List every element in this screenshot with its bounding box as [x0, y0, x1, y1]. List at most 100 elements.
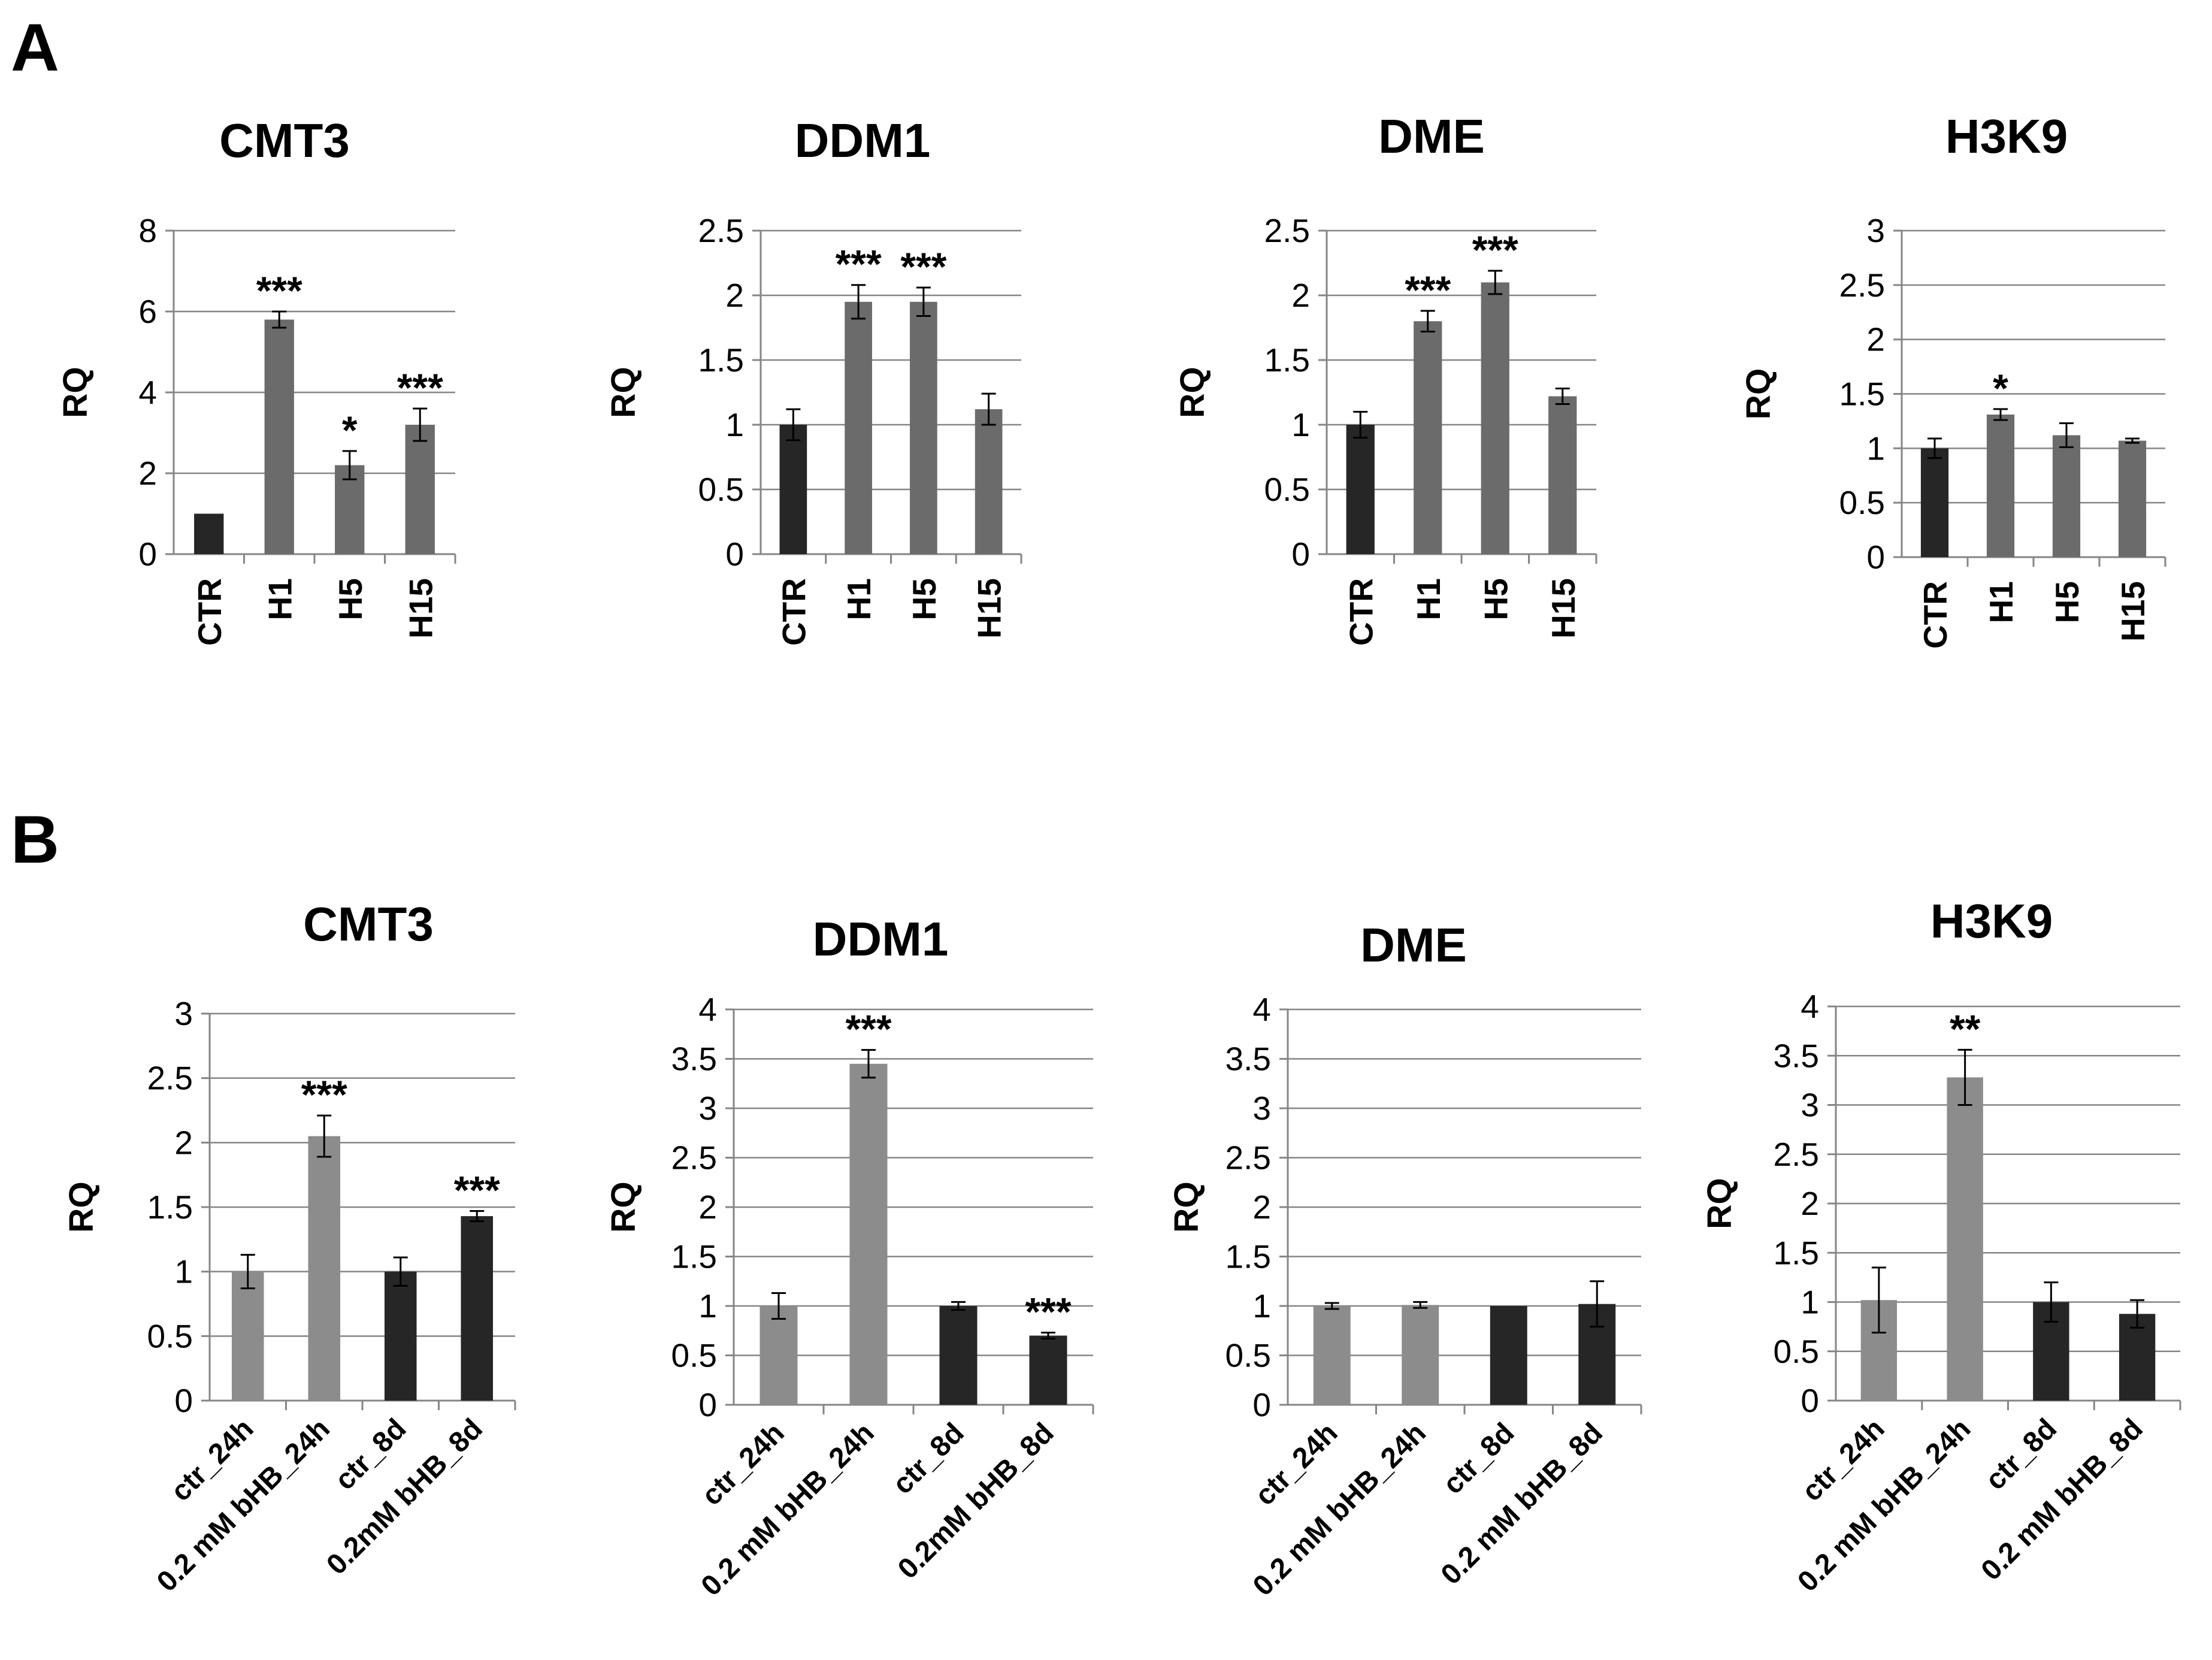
chart-title: H3K9	[1930, 894, 2053, 948]
y-tick-label: 3	[1252, 1090, 1271, 1127]
significance-label: ***	[301, 1072, 347, 1117]
x-tick-label: H1	[840, 578, 877, 620]
y-tick-label: 0.5	[147, 1317, 193, 1354]
x-tick-label: H1	[1410, 578, 1447, 620]
significance-label: ***	[836, 242, 882, 286]
significance-label: ***	[454, 1168, 500, 1212]
y-tick-label: 8	[138, 212, 157, 249]
y-tick-label: 4	[698, 991, 717, 1028]
y-tick-label: 1.5	[147, 1189, 193, 1226]
y-tick-label: 0.5	[1839, 484, 1885, 521]
y-tick-label: 1.5	[671, 1238, 717, 1275]
significance-label: ***	[256, 268, 302, 313]
x-tick-label: H15	[971, 578, 1008, 639]
chart-a-dme: DME RQ 0 0.5 1 1.5 2 2.5 CTR *** H1 *** H5 H15	[1173, 110, 1597, 646]
x-tick-label: 0.2mM bHB_8d	[892, 1417, 1060, 1585]
y-axis-label: RQ	[56, 367, 95, 418]
significance-label: ***	[1405, 268, 1451, 312]
bar-h1	[845, 301, 872, 554]
y-axis-label: RQ	[604, 1181, 643, 1233]
x-tick-label: ctr_24h	[696, 1417, 791, 1511]
bar-ctr-24h	[231, 1271, 264, 1401]
y-tick-label: 2	[1252, 1189, 1271, 1226]
y-tick-label: 2	[1866, 321, 1885, 358]
x-tick-label: 0.2 mM bHB_24h	[695, 1417, 880, 1602]
x-tick-label: CTR	[191, 578, 228, 646]
chart-title: DDM1	[795, 114, 931, 167]
significance-label: ***	[900, 244, 946, 289]
y-tick-label: 0.5	[1225, 1337, 1271, 1374]
chart-a-h3k9: H3K9 RQ 0 0.5 1 1.5 2 2.5 3 CTR * H1 H5 H15	[1739, 110, 2166, 649]
bar-h15	[975, 409, 1003, 554]
y-tick-label: 1.5	[1264, 341, 1310, 379]
bar-h15	[1548, 396, 1577, 554]
y-tick-label: 2	[174, 1124, 193, 1161]
significance-label: **	[1950, 1006, 1981, 1051]
y-tick-label: 2.5	[1264, 212, 1310, 249]
chart-title: DME	[1378, 110, 1485, 163]
y-tick-label: 2	[725, 277, 744, 314]
bar-ctr-24h	[759, 1306, 798, 1405]
y-tick-label: 3.5	[671, 1041, 717, 1078]
y-tick-label: 0.5	[698, 471, 744, 508]
x-tick-label: CTR	[1342, 578, 1379, 646]
y-tick-label: 4	[1801, 988, 1819, 1025]
x-tick-label: 0.2 mM bHB_8d	[1435, 1417, 1609, 1591]
bar-h5	[2052, 435, 2081, 557]
y-axis-label: RQ	[1700, 1178, 1739, 1229]
bar-0-2mm-bhb-8d	[1029, 1335, 1067, 1405]
y-tick-label: 2	[138, 455, 157, 492]
y-tick-label: 2	[1801, 1185, 1819, 1222]
y-tick-label: 0.5	[1774, 1333, 1819, 1370]
significance-label: *	[342, 408, 358, 452]
y-tick-label: 1	[1252, 1287, 1271, 1325]
bar-h15	[2118, 440, 2147, 557]
bar-ctr-24h	[1313, 1306, 1351, 1405]
bar-ctr	[1920, 448, 1949, 557]
bar-ctr-8d	[939, 1306, 978, 1405]
y-axis-label: RQ	[1173, 367, 1212, 418]
bar-0-2-mm-bhb-24h	[1947, 1077, 1983, 1401]
y-tick-label: 1	[1801, 1284, 1819, 1321]
bar-ctr	[779, 425, 807, 554]
significance-label: ***	[845, 1007, 891, 1051]
x-tick-label: ctr_8d	[1437, 1417, 1520, 1500]
y-tick-label: 2	[1291, 277, 1310, 314]
x-tick-label: 0.2 mM bHB_24h	[1247, 1417, 1432, 1602]
y-tick-label: 2.5	[1774, 1136, 1819, 1173]
y-tick-label: 2.5	[1225, 1139, 1271, 1177]
x-tick-label: H5	[2048, 581, 2086, 623]
x-tick-label: H15	[2114, 581, 2152, 642]
panel-label-a: A	[11, 10, 59, 85]
y-tick-label: 1	[1866, 430, 1885, 467]
y-tick-label: 3.5	[1774, 1037, 1819, 1074]
y-tick-label: 6	[138, 293, 157, 330]
y-tick-label: 3.5	[1225, 1041, 1271, 1078]
y-tick-label: 4	[1252, 991, 1271, 1028]
x-tick-label: H15	[402, 578, 439, 639]
bar-h1	[1414, 321, 1442, 554]
significance-label: *	[1993, 366, 2008, 410]
significance-label: ***	[1025, 1290, 1071, 1334]
x-tick-label: H5	[1477, 578, 1514, 620]
bar-0-2-mm-bhb-24h	[1402, 1305, 1439, 1405]
chart-title: DDM1	[813, 912, 949, 966]
x-tick-label: CTR	[1917, 581, 1954, 649]
significance-label: ***	[397, 365, 443, 410]
bar-h1	[264, 319, 294, 554]
x-tick-label: CTR	[775, 578, 812, 646]
y-tick-label: 0.5	[1264, 471, 1310, 508]
y-tick-label: 0	[1801, 1382, 1819, 1419]
chart-a-ddm1: DDM1 RQ 0 0.5 1 1.5 2 2.5 CTR *** H1 *** H5 H15	[604, 114, 1022, 646]
y-tick-label: 2.5	[147, 1060, 193, 1097]
y-tick-label: 3	[698, 1090, 717, 1127]
bar-0-2-mm-bhb-24h	[308, 1136, 341, 1401]
y-tick-label: 1	[725, 406, 744, 443]
x-tick-label: H1	[1983, 581, 2020, 623]
bar-h5	[1481, 282, 1509, 554]
y-axis-label: RQ	[1739, 368, 1778, 420]
y-tick-label: 3	[1866, 212, 1885, 249]
y-tick-label: 1	[1291, 406, 1310, 443]
